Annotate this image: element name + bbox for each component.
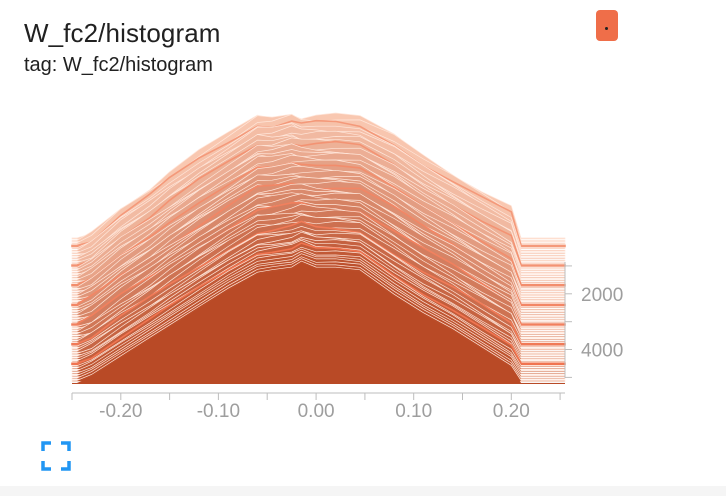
x-tick-label: -0.10 bbox=[197, 401, 240, 422]
histogram-slice bbox=[72, 263, 565, 384]
more-vert-icon[interactable] bbox=[596, 10, 618, 41]
x-tick-label: -0.20 bbox=[99, 401, 142, 422]
x-tick-label: 0.10 bbox=[395, 401, 432, 422]
step-tick-label: 2000 bbox=[581, 285, 623, 306]
x-tick-label: 0.00 bbox=[298, 401, 335, 422]
histogram-slices bbox=[71, 112, 566, 384]
card-footer bbox=[0, 486, 726, 496]
x-tick-label: 0.20 bbox=[493, 401, 530, 422]
x-axis: -0.20 -0.10 0.00 0.10 0.20 bbox=[71, 392, 565, 422]
chart-tag: tag: W_fc2/histogram bbox=[24, 54, 213, 76]
step-tick-label: 4000 bbox=[581, 341, 623, 362]
step-axis: 2000 4000 bbox=[564, 262, 623, 378]
fullscreen-icon[interactable] bbox=[40, 440, 72, 472]
histogram-chart: -0.20 -0.10 0.00 0.10 0.20 2000 4000 bbox=[71, 112, 623, 422]
chart-title: W_fc2/histogram bbox=[24, 18, 221, 48]
menu-dot bbox=[605, 27, 608, 30]
